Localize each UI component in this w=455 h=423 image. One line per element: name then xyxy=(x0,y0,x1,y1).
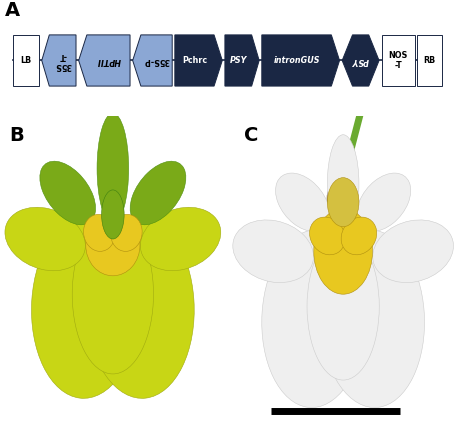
Text: B: B xyxy=(9,126,24,145)
Ellipse shape xyxy=(261,230,365,407)
Text: Pchrc: Pchrc xyxy=(182,56,207,65)
Polygon shape xyxy=(132,35,172,86)
Ellipse shape xyxy=(309,217,344,255)
Ellipse shape xyxy=(326,184,340,208)
Ellipse shape xyxy=(83,214,115,251)
Polygon shape xyxy=(261,35,339,86)
Ellipse shape xyxy=(372,220,452,283)
Bar xyxy=(381,35,414,86)
Ellipse shape xyxy=(320,230,424,407)
Text: A: A xyxy=(5,1,20,20)
Text: LB: LB xyxy=(20,56,31,65)
Ellipse shape xyxy=(130,161,186,225)
Text: PSY: PSY xyxy=(229,56,247,65)
Ellipse shape xyxy=(97,113,128,224)
Ellipse shape xyxy=(31,214,140,398)
Polygon shape xyxy=(224,35,258,86)
Ellipse shape xyxy=(72,214,153,374)
Ellipse shape xyxy=(275,173,329,231)
Text: PSY: PSY xyxy=(351,56,369,65)
Ellipse shape xyxy=(140,207,220,271)
Text: intronGUS: intronGUS xyxy=(273,56,319,65)
Ellipse shape xyxy=(111,214,142,251)
Polygon shape xyxy=(42,35,76,86)
Text: HPTII: HPTII xyxy=(96,56,120,65)
Ellipse shape xyxy=(306,233,379,380)
Ellipse shape xyxy=(40,161,96,225)
Text: RB: RB xyxy=(423,56,435,65)
Ellipse shape xyxy=(101,190,124,239)
Text: NOS
-T: NOS -T xyxy=(388,51,407,70)
Text: 35S
-T: 35S -T xyxy=(54,51,71,70)
Text: 35S-P: 35S-P xyxy=(143,56,169,65)
Ellipse shape xyxy=(233,220,313,283)
Ellipse shape xyxy=(327,178,358,227)
Ellipse shape xyxy=(5,207,85,271)
Ellipse shape xyxy=(86,214,140,276)
Ellipse shape xyxy=(356,173,410,231)
Bar xyxy=(416,35,441,86)
Ellipse shape xyxy=(327,135,358,233)
Bar xyxy=(13,35,39,86)
Polygon shape xyxy=(174,35,222,86)
Ellipse shape xyxy=(340,217,376,255)
Polygon shape xyxy=(78,35,130,86)
Text: C: C xyxy=(243,126,258,145)
Ellipse shape xyxy=(86,214,194,398)
Polygon shape xyxy=(341,35,378,86)
Ellipse shape xyxy=(313,209,372,294)
